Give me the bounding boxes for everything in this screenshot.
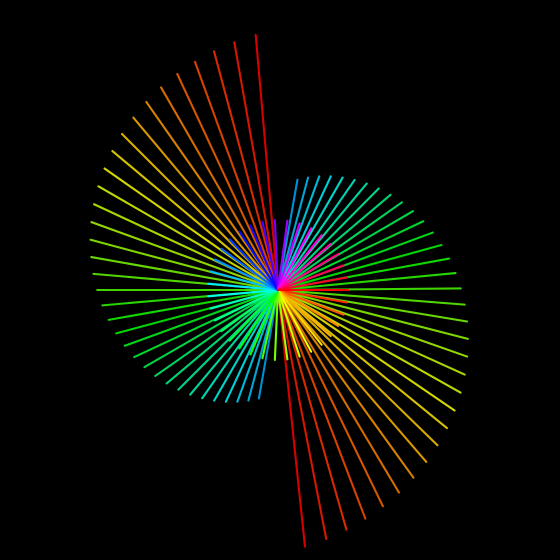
- ray: [275, 283, 383, 506]
- upper-left-lobe: [91, 35, 286, 402]
- lower-right-lobe: [270, 176, 468, 546]
- ray: [274, 283, 399, 492]
- radial-spiral-diagram: [0, 0, 560, 560]
